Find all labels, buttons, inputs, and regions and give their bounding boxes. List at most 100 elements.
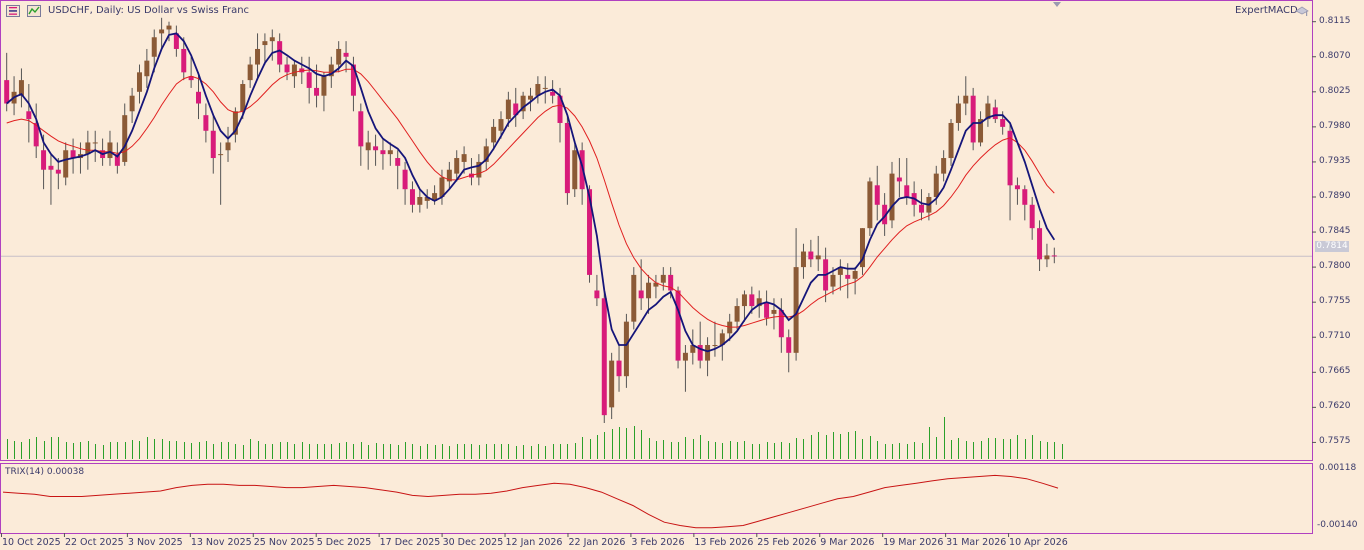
expert-advisor-label[interactable]: ExpertMACD: [1235, 5, 1298, 16]
bear-candle: [306, 72, 312, 88]
bull-candle: [963, 95, 969, 104]
bear-candle: [970, 95, 976, 143]
bull-candle: [1044, 255, 1050, 260]
bull-candle: [498, 119, 504, 131]
bull-candle: [646, 282, 652, 299]
fast-ma-line: [6, 32, 1056, 353]
price-tick-label: 0.7800: [1319, 261, 1351, 272]
bull-candle: [771, 309, 777, 314]
bull-candle: [387, 150, 393, 155]
bull-candle: [483, 146, 489, 162]
bull-candle: [542, 87, 548, 89]
bull-candle: [432, 193, 438, 201]
bull-candle: [528, 95, 533, 100]
time-tick-label: 19 Mar 2026: [883, 537, 944, 548]
time-tick-label: 9 Mar 2026: [820, 537, 875, 548]
expert-hat-icon[interactable]: [1295, 5, 1309, 17]
bull-candle: [985, 103, 991, 120]
time-tick-label: 13 Nov 2025: [190, 537, 252, 548]
bear-candle: [778, 309, 784, 338]
bear-candle: [188, 76, 194, 81]
bull-candle: [852, 271, 858, 279]
bear-candle: [668, 274, 674, 291]
bear-candle: [48, 165, 54, 170]
trix-min-tick: -0.00140: [1317, 520, 1358, 530]
bull-candle: [85, 142, 91, 155]
bear-candle: [874, 185, 880, 205]
bear-candle: [1000, 119, 1006, 127]
price-tick-label: 0.7845: [1319, 226, 1351, 237]
price-tick-label: 0.7755: [1319, 296, 1351, 307]
bear-candle: [314, 87, 320, 96]
chart-list-icon[interactable]: [6, 5, 20, 17]
price-pane-frame: [0, 0, 1313, 461]
bull-candle: [269, 37, 275, 42]
bear-candle: [181, 48, 187, 73]
bull-candle: [218, 154, 224, 156]
bear-candle: [587, 189, 593, 275]
trix-line: [2, 474, 1059, 529]
bull-candle: [623, 321, 629, 377]
bear-candle: [402, 169, 408, 190]
time-tick-label: 31 Mar 2026: [946, 537, 1007, 548]
bear-candle: [1029, 204, 1035, 229]
bull-candle: [247, 64, 253, 81]
bear-candle: [277, 41, 283, 65]
bear-candle: [1007, 130, 1013, 186]
time-tick-label: 13 Feb 2026: [694, 537, 754, 548]
time-tick-label: 22 Oct 2025: [64, 537, 124, 548]
bear-candle: [210, 130, 216, 159]
bull-candle: [978, 119, 984, 143]
bear-candle: [808, 251, 814, 260]
price-tick-label: 0.7935: [1319, 155, 1351, 166]
price-tick-label: 0.8025: [1319, 85, 1351, 96]
bull-candle: [446, 169, 452, 182]
bull-candle: [572, 150, 578, 190]
time-tick-label: 25 Feb 2026: [757, 537, 817, 548]
time-tick-label: 22 Jan 2026: [568, 537, 626, 548]
chart-settings-icon[interactable]: [27, 5, 41, 17]
bull-candle: [225, 142, 231, 151]
bull-candle: [830, 274, 836, 287]
bear-candle: [564, 122, 570, 194]
bull-candle: [336, 48, 342, 65]
bull-candle: [262, 41, 268, 46]
bull-candle: [107, 142, 113, 159]
bull-candle: [255, 48, 261, 65]
time-tick-label: 30 Dec 2025: [442, 537, 504, 548]
bull-candle: [948, 122, 954, 159]
bear-candle: [594, 290, 600, 299]
price-tick-label: 0.7620: [1319, 401, 1351, 412]
bull-candle: [476, 161, 482, 178]
time-tick-label: 3 Feb 2026: [631, 537, 685, 548]
bear-candle: [1022, 189, 1028, 205]
bull-candle: [609, 360, 615, 408]
bear-candle: [26, 111, 32, 120]
bear-candle: [1014, 185, 1020, 190]
bull-candle: [144, 60, 150, 77]
bull-candle: [859, 228, 865, 268]
bull-candle: [653, 282, 659, 287]
bear-candle: [114, 154, 120, 166]
price-tick-label: 0.8070: [1319, 50, 1351, 61]
bear-candle: [196, 91, 202, 104]
bear-candle: [284, 64, 290, 73]
bull-candle: [941, 158, 947, 174]
bear-candle: [395, 158, 401, 166]
bear-candle: [557, 95, 563, 123]
bull-candle: [734, 306, 740, 322]
time-tick-label: 17 Dec 2025: [379, 537, 441, 548]
bull-candle: [535, 84, 541, 96]
time-tick-label: 3 Nov 2025: [127, 537, 183, 548]
price-tick-label: 0.7980: [1319, 120, 1351, 131]
bear-candle: [350, 64, 356, 96]
scroll-shift-marker-icon[interactable]: [1053, 2, 1061, 7]
bull-candle: [365, 142, 371, 151]
bear-candle: [882, 204, 888, 225]
bear-candle: [41, 150, 47, 170]
time-tick-label: 10 Apr 2026: [1009, 537, 1068, 548]
bull-candle: [837, 267, 843, 275]
bear-candle: [697, 345, 703, 361]
